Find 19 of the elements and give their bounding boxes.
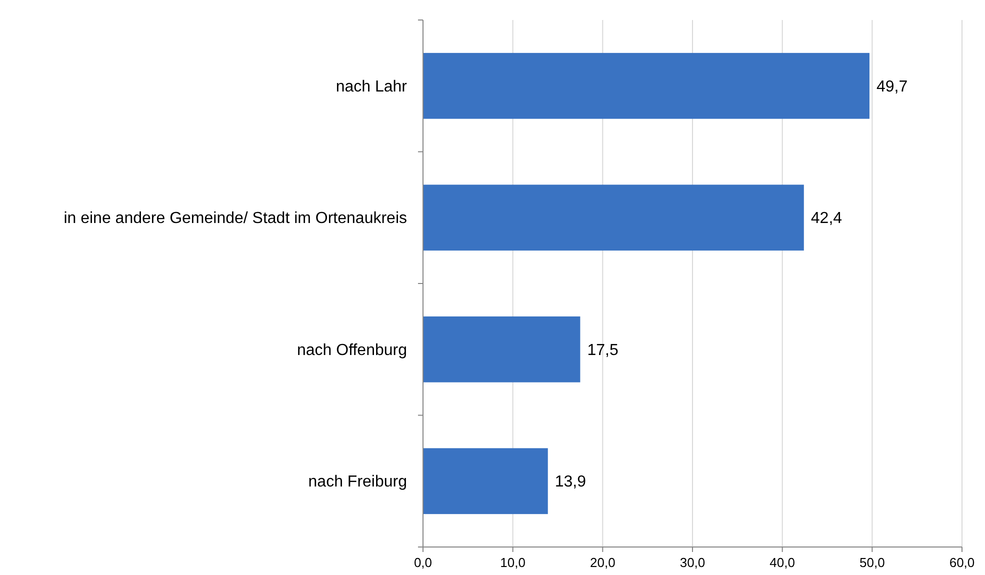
x-tick-label: 60,0 [949, 555, 975, 570]
x-tick-label: 20,0 [590, 555, 616, 570]
y-tick-label: nach Freiburg [308, 474, 407, 491]
data-label: 42,4 [810, 210, 842, 228]
bar [423, 52, 870, 119]
x-tick-label: 50,0 [860, 555, 885, 570]
bar [423, 448, 548, 514]
x-tick-label: 40,0 [770, 555, 795, 570]
x-tick-label: 10,0 [500, 555, 526, 570]
data-label: 17,5 [587, 342, 618, 359]
x-tick-label: 30,0 [680, 555, 706, 570]
y-tick-label: nach Lahr [336, 78, 408, 96]
bar [423, 184, 804, 251]
y-tick-label: nach Offenburg [296, 342, 407, 359]
y-tick-label: in eine andere Gemeinde/ Stadt im Ortenaukreis [64, 210, 407, 228]
bar [423, 316, 580, 382]
data-label: 13,9 [554, 474, 586, 491]
x-tick-label: 0,0 [414, 555, 432, 570]
data-label: 49,7 [876, 78, 908, 96]
